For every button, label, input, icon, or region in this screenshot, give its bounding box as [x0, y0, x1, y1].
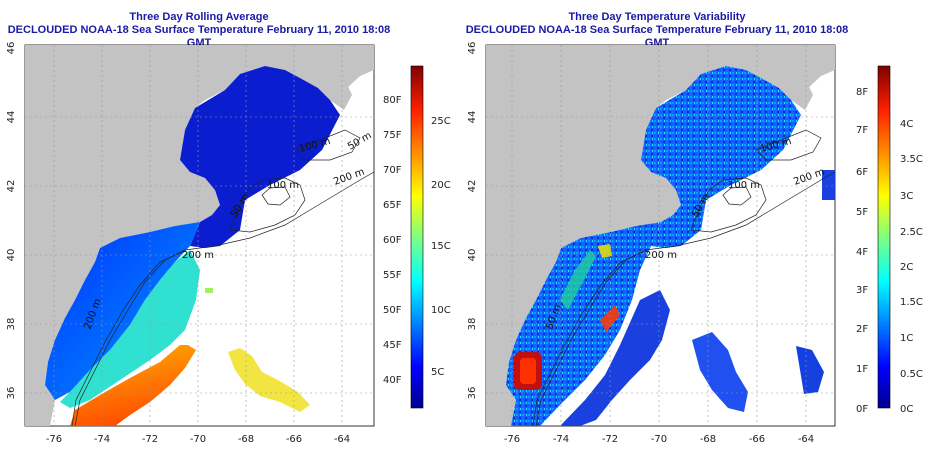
left-x-tick: -70 [190, 434, 206, 445]
right-colorbar-c-label: 0C [900, 404, 913, 415]
left-offshore-yellow [228, 348, 310, 412]
left-land [25, 45, 372, 426]
left-x-tick: -76 [46, 434, 62, 445]
right-colorbar-c-label: 1C [900, 333, 913, 344]
right-y-tick: 38 [467, 318, 478, 331]
left-y-axis: 36 38 40 42 44 46 [6, 42, 17, 400]
right-y-tick: 40 [467, 249, 478, 262]
right-map: 100 m 200 m 100 m 50 m 200 m 50 m -76 -7… [467, 42, 923, 445]
right-colorbar-f-label: 0F [856, 404, 868, 415]
left-colorbar-c-label: 25C [431, 116, 451, 127]
left-map: 100 m 200 m 100 m 50 m 200 m 200 m 50 m … [6, 42, 451, 445]
right-y-axis: 36 38 40 42 44 46 [467, 42, 478, 400]
right-colorbar-c-label: 2C [900, 262, 913, 273]
left-x-tick: -68 [238, 434, 254, 445]
right-y-tick: 36 [467, 387, 478, 400]
right-colorbar-f-labels: 8F 7F 6F 5F 4F 3F 2F 1F 0F [856, 87, 868, 415]
right-shelf-var [506, 222, 661, 426]
right-x-tick: -74 [553, 434, 569, 445]
right-gulf-of-maine-var [641, 66, 801, 248]
left-x-tick: -72 [142, 434, 158, 445]
right-x-tick: -68 [700, 434, 716, 445]
right-slope-front [560, 250, 596, 310]
right-colorbar-f-label: 7F [856, 125, 868, 136]
right-y-tick: 42 [467, 180, 478, 193]
left-y-tick: 42 [6, 180, 17, 193]
left-colorbar-c-labels: 25C 20C 15C 10C 5C [431, 116, 451, 378]
left-y-tick: 46 [6, 42, 17, 55]
left-colorbar-f-label: 75F [383, 130, 402, 141]
left-colorbar-c-label: 20C [431, 180, 451, 191]
left-gulf-stream-sst [70, 345, 196, 426]
right-front-red [600, 305, 620, 332]
left-x-axis: -76 -74 -72 -70 -68 -66 -64 [46, 434, 350, 445]
right-colorbar-c-label: 3C [900, 191, 913, 202]
left-colorbar-f-label: 80F [383, 95, 402, 106]
right-map-title: Three Day Temperature Variability [568, 11, 746, 23]
left-colorbar-c-label: 15C [431, 241, 451, 252]
right-colorbar-f-label: 5F [856, 207, 868, 218]
right-x-axis: -76 -74 -72 -70 -68 -66 -64 [504, 434, 814, 445]
right-x-tick: -66 [749, 434, 765, 445]
right-land [486, 45, 833, 426]
right-colorbar-f-label: 1F [856, 364, 868, 375]
left-colorbar-f-label: 45F [383, 340, 402, 351]
right-colorbar-c-label: 0.5C [900, 369, 923, 380]
right-offshore-patches [692, 332, 748, 412]
left-sst-speck [205, 288, 213, 293]
right-colorbar-f-label: 2F [856, 324, 868, 335]
left-colorbar-f-label: 65F [383, 200, 402, 211]
right-nova-scotia [761, 45, 835, 90]
right-x-tick: -76 [504, 434, 520, 445]
right-colorbar-f-label: 8F [856, 87, 868, 98]
left-slope-sst [60, 250, 200, 408]
right-colorbar-f-label: 6F [856, 167, 868, 178]
left-contour-label: 100 m [267, 180, 299, 191]
left-x-tick: -66 [286, 434, 302, 445]
right-title-block: Three Day Temperature Variability DECLOU… [462, 11, 852, 50]
left-nova-scotia [300, 45, 374, 90]
right-colorbar-c-labels: 4C 3.5C 3C 2.5C 2C 1.5C 1C 0.5C 0C [900, 119, 923, 415]
right-colorbar [877, 65, 891, 409]
right-y-tick: 44 [467, 111, 478, 124]
right-colorbar-c-label: 1.5C [900, 297, 923, 308]
left-contour-label: 200 m [182, 250, 214, 261]
right-gridlines [486, 45, 835, 426]
left-y-tick: 40 [6, 249, 17, 262]
left-colorbar-f-labels: 80F 75F 70F 65F 60F 55F 50F 45F 40F [383, 95, 402, 386]
left-isobaths [71, 129, 374, 426]
right-colorbar-c-label: 4C [900, 119, 913, 130]
right-colorbar-f-label: 4F [856, 247, 868, 258]
right-front-yellow [598, 244, 612, 258]
left-colorbar-f-label: 50F [383, 305, 402, 316]
left-colorbar-f-label: 40F [383, 375, 402, 386]
left-y-tick: 36 [6, 387, 17, 400]
left-colorbar-c-label: 10C [431, 305, 451, 316]
left-colorbar-f-label: 55F [383, 270, 402, 281]
right-east-patches [796, 346, 824, 394]
left-gridlines [25, 45, 374, 426]
left-x-tick: -74 [94, 434, 110, 445]
right-x-tick: -72 [602, 434, 618, 445]
left-y-tick: 38 [6, 318, 17, 331]
left-map-title: Three Day Rolling Average [129, 11, 269, 23]
right-contour-label: 100 m [728, 180, 760, 191]
left-colorbar-f-label: 70F [383, 165, 402, 176]
left-colorbar-c-label: 5C [431, 367, 444, 378]
right-colorbar-f-label: 3F [856, 285, 868, 296]
left-gulf-of-maine-sst [180, 66, 340, 248]
left-y-tick: 44 [6, 111, 17, 124]
right-colorbar-c-label: 3.5C [900, 154, 923, 165]
right-hotspot-core [520, 358, 536, 384]
left-colorbar [410, 65, 424, 409]
right-x-tick: -64 [798, 434, 814, 445]
right-y-tick: 46 [467, 42, 478, 55]
left-x-tick: -64 [334, 434, 350, 445]
right-x-tick: -70 [651, 434, 667, 445]
right-colorbar-c-label: 2.5C [900, 227, 923, 238]
right-contour-label: 200 m [645, 250, 677, 261]
left-colorbar-f-label: 60F [383, 235, 402, 246]
